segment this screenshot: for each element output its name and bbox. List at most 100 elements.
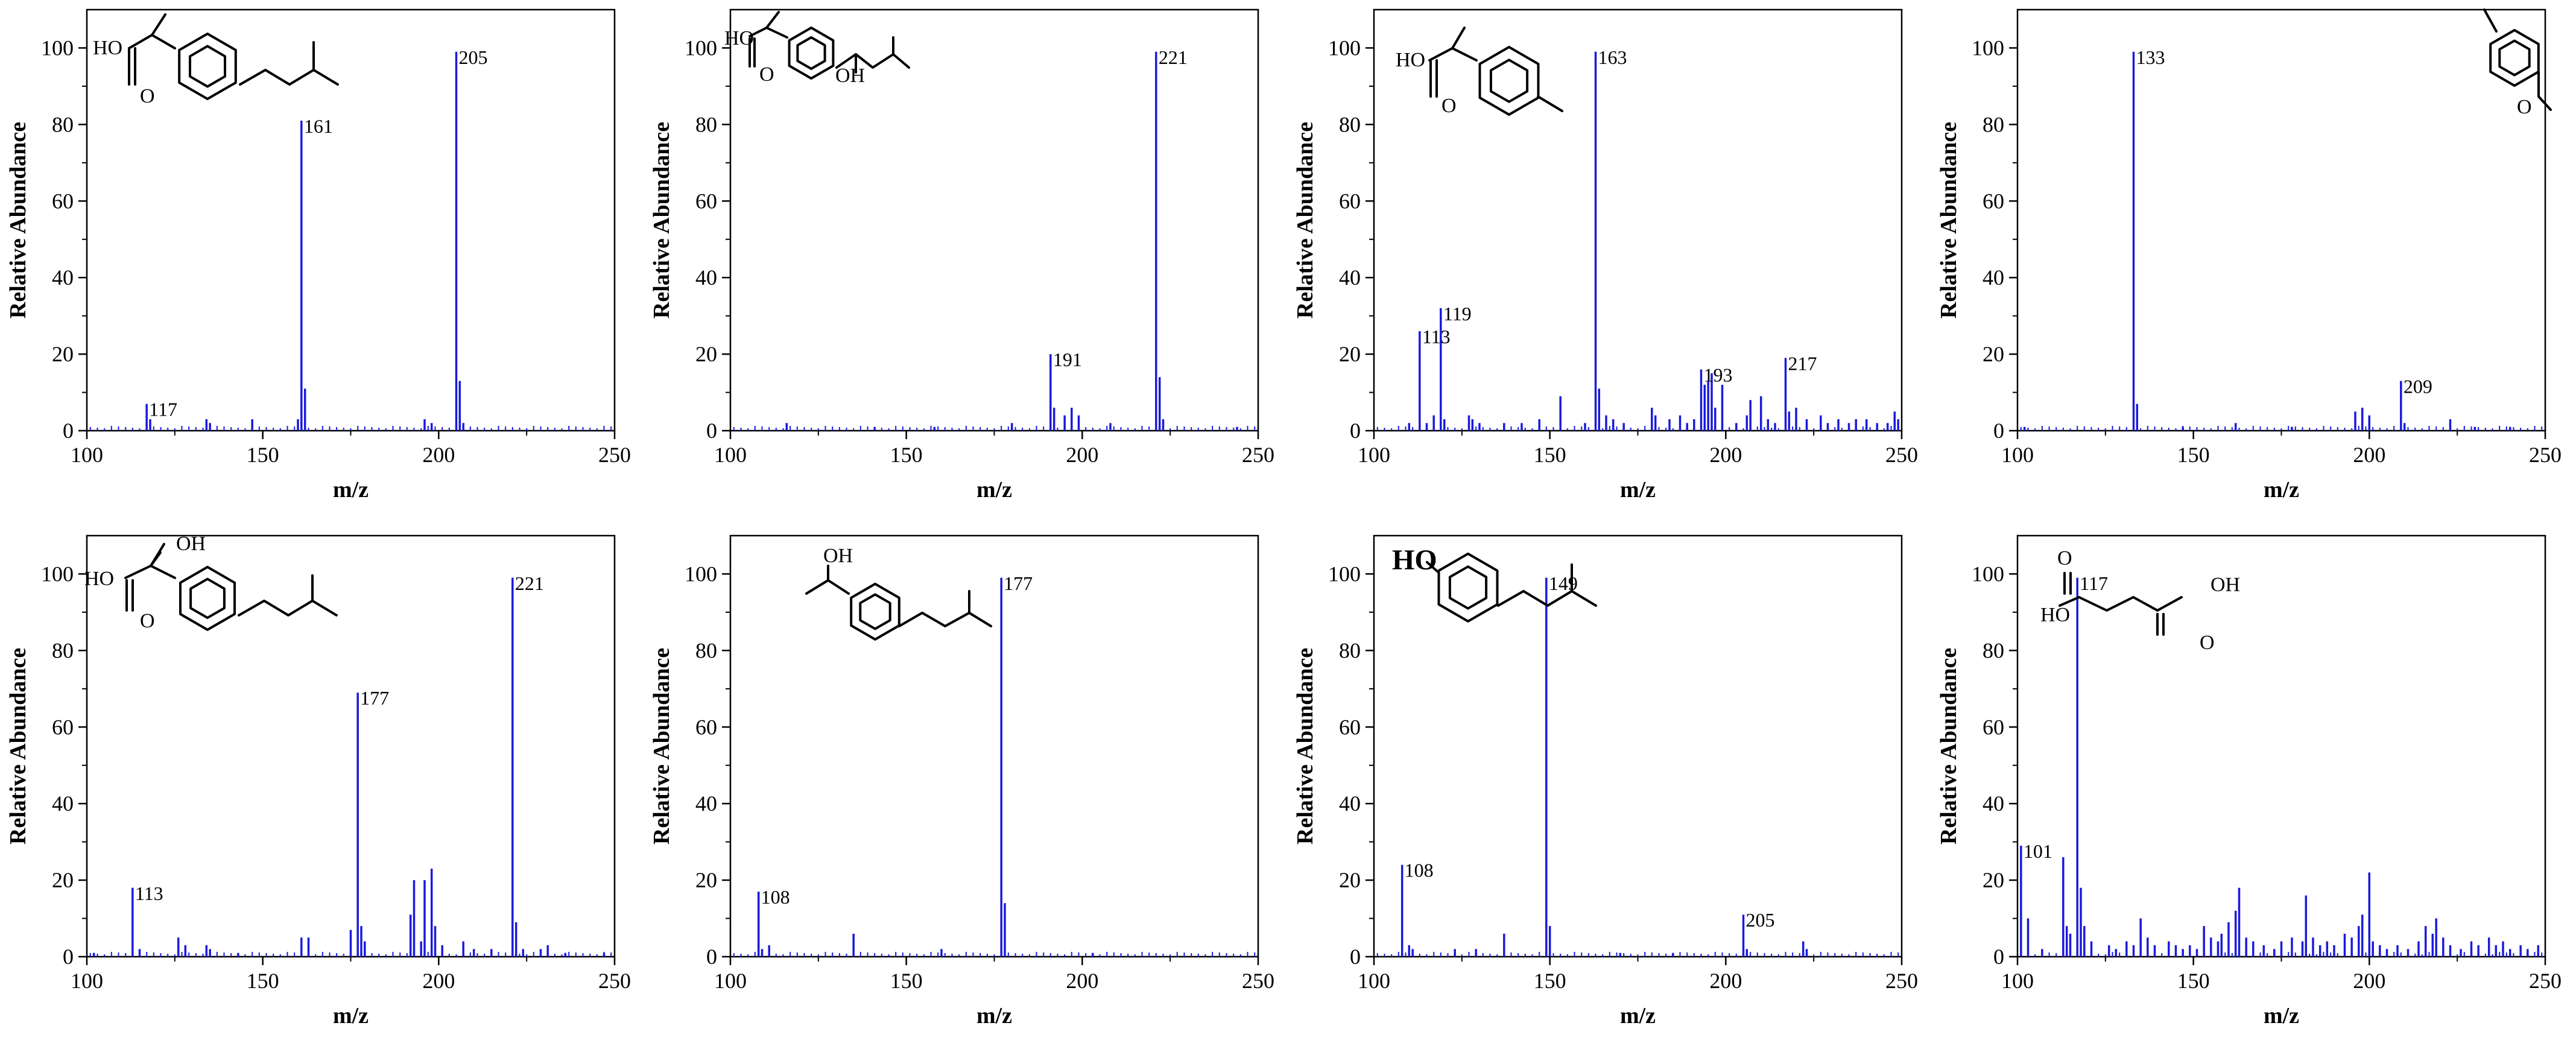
x-tick-label: 200 (2353, 969, 2385, 993)
peak-group (2020, 51, 2543, 431)
y-tick-label: 20 (1339, 868, 1361, 892)
x-tick-label: 250 (1242, 443, 1274, 467)
x-tick-label: 200 (1709, 969, 1742, 993)
y-tick-label: 80 (1983, 112, 2004, 136)
plot-frame (2016, 8, 2546, 432)
spectrum-panel: 100 150 200 250 0 20 40 60 80 100 m/z Relative Abun… (644, 0, 1287, 526)
spectrum-panel: 100 150 200 250 0 20 40 60 80 100 m/z Relative Abun… (1931, 0, 2574, 526)
mass-spectrum-chart: 100 150 200 250 0 20 40 60 80 100 m/z Relative Abun… (1293, 534, 1918, 1028)
y-tick-label: 20 (695, 342, 717, 366)
y-tick-label: 40 (1983, 265, 2004, 290)
x-tick-label: 150 (890, 969, 923, 993)
molecule-atom-label: HO (1396, 49, 1425, 71)
y-tick-label: 20 (52, 342, 74, 366)
y-tick-label: 40 (695, 791, 717, 816)
y-tick-label: 80 (695, 638, 717, 662)
x-axis-title: m/z (333, 1003, 369, 1028)
plot-frame (729, 534, 1259, 958)
x-tick-label: 100 (714, 443, 747, 467)
molecule-atom-label: HO (2040, 604, 2070, 626)
y-tick-label: 60 (52, 189, 74, 213)
peak-group (733, 51, 1256, 431)
y-tick-label: 20 (1339, 342, 1361, 366)
molecule-structure: HO O (93, 13, 339, 107)
peak-label: 117 (149, 399, 177, 420)
peak-label: 177 (1004, 572, 1033, 594)
y-tick-label: 0 (706, 419, 717, 443)
x-tick-label: 200 (2353, 443, 2385, 467)
peak-label: 101 (2024, 840, 2052, 862)
peak-label: 133 (2136, 46, 2165, 68)
plot-frame (729, 8, 1259, 432)
y-tick-label: 20 (695, 868, 717, 892)
y-tick-label: 100 (41, 36, 74, 60)
peak-group (2020, 577, 2543, 957)
y-tick-label: 100 (1972, 36, 2004, 60)
molecule-atom-label: O (759, 63, 774, 86)
molecule-atom-label: OH (835, 65, 865, 87)
y-tick-label: 40 (1339, 265, 1361, 290)
y-axis-title: Relative Abundance (1936, 122, 1961, 318)
y-tick-label: 100 (685, 562, 717, 586)
mass-spectrum-chart: 100 150 200 250 0 20 40 60 80 100 m/z Relative Abun… (1936, 8, 2562, 502)
y-axis-title: Relative Abundance (649, 648, 674, 844)
x-tick-label: 200 (1066, 969, 1098, 993)
molecule-atom-label: O (2517, 96, 2532, 118)
peak-label: 205 (1746, 909, 1775, 931)
peak-group (1376, 51, 1899, 431)
y-tick-label: 20 (52, 868, 74, 892)
peak-label: 209 (2404, 376, 2432, 398)
y-axis-title: Relative Abundance (1293, 122, 1318, 318)
y-tick-label: 40 (52, 791, 74, 816)
molecule-atom-label: O (140, 85, 155, 107)
peak-label: 161 (304, 115, 333, 137)
peak-label: 191 (1053, 349, 1082, 370)
peak-group (733, 577, 1256, 957)
y-tick-label: 0 (1350, 945, 1361, 969)
peak-label: 193 (1704, 364, 1733, 385)
y-tick-label: 100 (685, 36, 717, 60)
x-tick-label: 100 (1358, 443, 1390, 467)
y-axis-title: Relative Abundance (5, 122, 31, 318)
molecule-atom-label: O (2200, 632, 2215, 654)
plot-frame (86, 8, 616, 432)
x-tick-label: 200 (422, 443, 455, 467)
y-axis-title: Relative Abundance (1293, 648, 1318, 844)
x-tick-label: 250 (1885, 443, 1918, 467)
y-tick-label: 80 (1339, 638, 1361, 662)
y-tick-label: 20 (1983, 868, 2004, 892)
peak-label: 113 (1422, 326, 1451, 347)
peak-label: 217 (1788, 352, 1817, 374)
spectrum-panel: 100 150 200 250 0 20 40 60 80 100 m/z Relative Abun… (1931, 526, 2574, 1052)
y-tick-label: 60 (695, 189, 717, 213)
molecule-atom-label: OH (2210, 574, 2240, 596)
mass-spectrum-chart: 100 150 200 250 0 20 40 60 80 100 m/z Relative Abun… (649, 8, 1274, 502)
y-tick-label: 100 (41, 562, 74, 586)
x-tick-label: 100 (714, 969, 747, 993)
x-tick-label: 250 (598, 443, 631, 467)
plot-frame (2016, 534, 2546, 958)
spectrum-panel: 100 150 200 250 0 20 40 60 80 100 m/z Relative Abun… (1287, 526, 1931, 1052)
y-tick-label: 40 (1339, 791, 1361, 816)
x-axis-title: m/z (1620, 1003, 1656, 1028)
x-axis-title: m/z (333, 477, 369, 502)
mass-spectrum-chart: 100 150 200 250 0 20 40 60 80 100 m/z Relative Abun… (649, 534, 1274, 1028)
x-axis-title: m/z (2264, 1003, 2299, 1028)
y-tick-label: 20 (1983, 342, 2004, 366)
peak-label: 108 (1405, 860, 1434, 881)
x-tick-label: 150 (247, 443, 279, 467)
x-tick-label: 100 (2001, 969, 2034, 993)
x-axis-title: m/z (976, 1003, 1012, 1028)
mass-spectrum-chart: 100 150 200 250 0 20 40 60 80 100 m/z Relative Abun… (1293, 8, 1918, 502)
plot-frame (1373, 8, 1903, 432)
molecule-atom-label: O (2057, 547, 2072, 569)
x-tick-label: 150 (2177, 443, 2210, 467)
mass-spectrum-chart: 100 150 200 250 0 20 40 60 80 100 m/z Relative Abun… (5, 8, 631, 502)
peak-group (1376, 577, 1899, 957)
y-tick-label: 80 (1983, 638, 2004, 662)
y-tick-label: 60 (1983, 189, 2004, 213)
